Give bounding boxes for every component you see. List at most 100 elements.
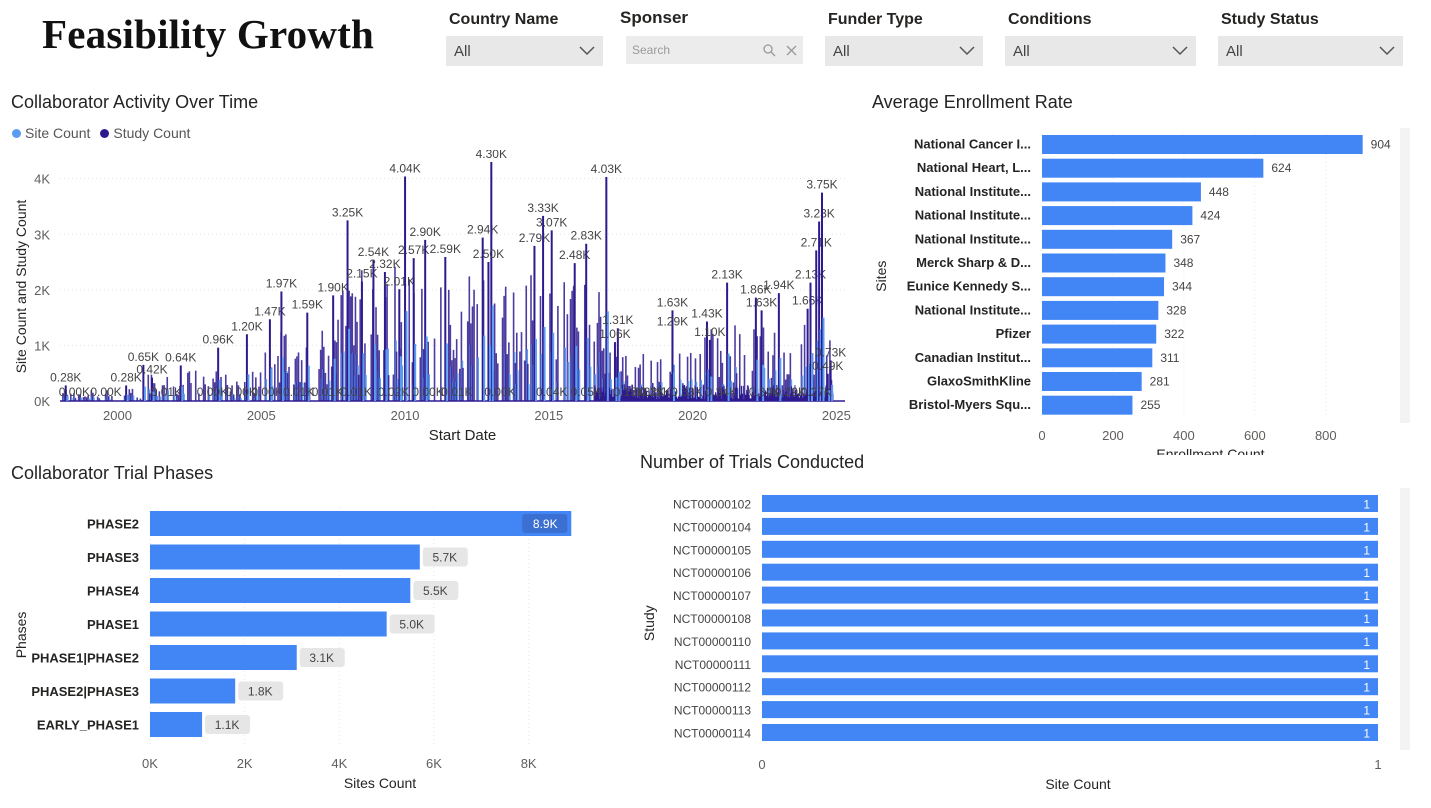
category-label: NCT00000105 [673,543,751,557]
funder-dropdown[interactable]: All [825,36,983,66]
trials-scrollbar[interactable] [1400,488,1410,750]
status-dropdown-value: All [1226,42,1243,60]
data-label: 2.90K [410,225,441,239]
chevron-down-icon [579,46,595,56]
category-label: PHASE1 [87,617,139,632]
category-label: NCT00000106 [673,566,751,580]
trial-bar[interactable] [762,655,1378,673]
category-label: NCT00000114 [674,727,751,741]
data-label: 0.00K [484,385,515,399]
x-tick-label: 0 [1038,428,1045,443]
legend-study-label[interactable]: Study Count [113,125,191,141]
data-label: 0.27K [801,385,832,399]
data-label: 1 [1363,543,1370,557]
category-label: NCT00000107 [673,589,751,603]
data-label: 1 [1363,635,1370,649]
enrollment-bar[interactable] [1042,324,1157,344]
phase-bar[interactable] [150,712,203,737]
data-label: 0.00K [59,385,90,399]
chevron-down-icon [959,46,975,56]
data-label: 2.71K [801,235,832,249]
phase-bar[interactable] [150,645,297,670]
data-label: 0.33K [634,385,665,399]
data-label: 348 [1173,256,1193,270]
enrollment-bar[interactable] [1042,300,1159,320]
legend-site-label[interactable]: Site Count [25,125,91,141]
category-label: PHASE1|PHASE2 [31,651,139,666]
data-label-bg [422,547,468,567]
trial-bar[interactable] [762,678,1378,696]
enrollment-scrollbar[interactable] [1400,128,1410,423]
x-tick-label: 2K [237,756,253,771]
country-dropdown[interactable]: All [446,36,603,66]
x-tick-label: 2020 [678,408,707,423]
data-label: 0.00K [412,385,443,399]
category-label: NCT00000104 [673,520,751,534]
country-filter-label: Country Name [449,11,559,28]
phase-bar[interactable] [150,678,236,704]
data-label: 2.94K [467,223,498,237]
trials-chart[interactable]: NCT00000102 1 NCT00000104 1 NCT00000105 1 NCT0… [630,480,1431,800]
trial-bar[interactable] [762,495,1378,512]
phase-bar[interactable] [150,578,411,603]
x-tick-label: 600 [1244,428,1266,443]
enrollment-bar[interactable] [1042,158,1264,178]
enrollment-chart[interactable]: 0 200 400 600 800 National Cancer I... 904 Nati… [860,120,1431,455]
enrollment-bar[interactable] [1042,206,1193,226]
trial-bar[interactable] [762,609,1378,627]
enrollment-bar[interactable] [1042,182,1201,202]
status-dropdown[interactable]: All [1218,36,1403,66]
data-label: 2.01K [384,274,415,288]
trial-bar[interactable] [762,540,1378,558]
data-label: 1.43K [691,307,722,321]
data-label: 448 [1209,185,1229,199]
search-icon [763,43,776,56]
enrollment-bar[interactable] [1042,253,1166,273]
y-axis-label: Study [641,605,657,641]
category-label: Canadian Institut... [915,350,1031,365]
data-label: 3.75K [806,178,837,192]
phase-bar[interactable] [150,544,420,570]
data-label: 322 [1164,327,1184,341]
data-label: 0.01K [151,385,182,399]
data-label: 1.29K [657,314,688,328]
data-label-bg [413,581,459,600]
x-tick-label: 1 [1374,757,1381,772]
trial-bar[interactable] [762,724,1378,741]
enrollment-bar[interactable] [1042,395,1133,415]
trial-bar[interactable] [762,586,1378,604]
chevron-down-icon [1172,46,1188,56]
phase-bar[interactable] [150,511,572,536]
phases-chart[interactable]: 0K 2K 4K 6K 8K PHASE2 8.9K PHASE3 5.7K PHASE4 5.5K… [0,495,640,795]
sponsor-search-input[interactable]: Search [626,36,803,64]
data-label: 0.15K [640,385,671,399]
conditions-dropdown[interactable]: All [1005,36,1196,66]
data-label: 624 [1271,161,1291,175]
x-tick-label: 800 [1315,428,1337,443]
category-label: PHASE4 [87,584,140,599]
data-label: 2.32K [369,257,400,271]
phase-bar[interactable] [150,611,387,637]
enrollment-bar[interactable] [1042,348,1153,368]
y-tick-label: 3K [34,227,50,242]
data-label: 0.00K [90,385,121,399]
x-tick-label: 6K [426,756,442,771]
activity-chart[interactable]: 0K 1K 2K 3K 4K 2000 2005 2010 2015 2020 2025 Start … [0,150,860,450]
data-label: 0.00K [251,385,282,399]
trial-bar[interactable] [762,632,1378,650]
data-label: 1 [1363,681,1370,695]
enrollment-bar[interactable] [1042,277,1165,297]
data-label: 3.1K [309,651,334,665]
trial-bar[interactable] [762,517,1378,535]
enrollment-bar[interactable] [1042,229,1173,249]
trial-bar[interactable] [762,563,1378,581]
enrollment-bar[interactable] [1042,135,1363,154]
trial-bar[interactable] [762,701,1378,719]
data-label: 0.34K [706,385,737,399]
enrollment-bar[interactable] [1042,372,1142,391]
clear-icon[interactable] [786,45,797,56]
x-tick-label: 200 [1102,428,1124,443]
data-label: 311 [1160,351,1179,365]
data-label: 1 [1363,727,1370,741]
category-label: PHASE2 [87,517,139,532]
